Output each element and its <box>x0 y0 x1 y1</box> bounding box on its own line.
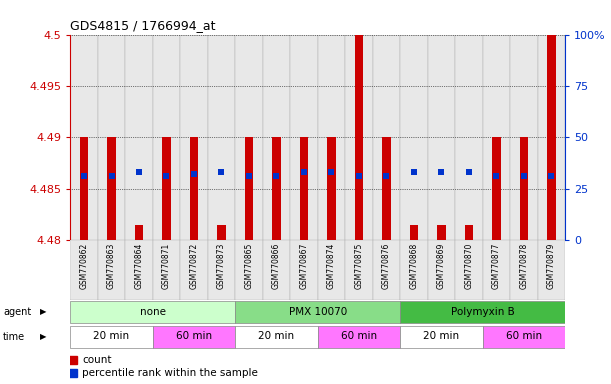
Text: Polymyxin B: Polymyxin B <box>451 306 514 316</box>
Bar <box>218 225 225 240</box>
Text: GSM770863: GSM770863 <box>107 243 116 290</box>
Bar <box>318 35 345 240</box>
Bar <box>208 240 235 300</box>
Text: GSM770876: GSM770876 <box>382 243 391 290</box>
Bar <box>180 240 208 300</box>
Text: 20 min: 20 min <box>258 331 295 341</box>
Bar <box>70 240 98 300</box>
Text: GSM770879: GSM770879 <box>547 243 556 290</box>
Bar <box>345 35 373 240</box>
Text: GSM770868: GSM770868 <box>409 243 419 289</box>
Bar <box>190 137 198 240</box>
Bar <box>492 137 500 240</box>
Text: percentile rank within the sample: percentile rank within the sample <box>82 368 258 379</box>
Bar <box>235 301 400 323</box>
Bar <box>153 240 180 300</box>
Text: GSM770866: GSM770866 <box>272 243 281 290</box>
Text: GSM770869: GSM770869 <box>437 243 446 290</box>
Bar <box>538 35 565 240</box>
Text: ▶: ▶ <box>40 308 46 316</box>
Bar <box>98 35 125 240</box>
Bar <box>70 35 98 240</box>
Text: agent: agent <box>3 307 31 317</box>
Bar <box>410 225 418 240</box>
Bar <box>300 137 308 240</box>
Bar <box>235 35 263 240</box>
Bar <box>98 240 125 300</box>
Bar <box>400 326 483 348</box>
Bar <box>382 137 390 240</box>
Bar <box>318 326 400 348</box>
Bar <box>163 137 170 240</box>
Bar <box>483 326 565 348</box>
Text: time: time <box>3 332 25 342</box>
Text: 20 min: 20 min <box>423 331 459 341</box>
Bar <box>483 240 510 300</box>
Bar <box>263 240 290 300</box>
Bar <box>290 240 318 300</box>
Bar <box>273 137 280 240</box>
Bar <box>538 240 565 300</box>
Text: GSM770870: GSM770870 <box>464 243 474 290</box>
Bar <box>520 137 528 240</box>
Bar <box>245 137 253 240</box>
Bar <box>70 326 153 348</box>
Bar <box>345 240 373 300</box>
Bar <box>153 326 235 348</box>
Text: count: count <box>82 355 112 365</box>
Bar <box>290 35 318 240</box>
Bar <box>355 35 363 240</box>
Bar <box>437 225 445 240</box>
Text: GSM770872: GSM770872 <box>189 243 199 289</box>
Text: GDS4815 / 1766994_at: GDS4815 / 1766994_at <box>70 19 216 32</box>
Bar <box>263 35 290 240</box>
Bar <box>327 137 335 240</box>
Text: GSM770875: GSM770875 <box>354 243 364 290</box>
Bar <box>373 240 400 300</box>
Text: GSM770873: GSM770873 <box>217 243 226 290</box>
Text: GSM770867: GSM770867 <box>299 243 309 290</box>
Text: 60 min: 60 min <box>341 331 377 341</box>
Bar <box>125 35 153 240</box>
Text: PMX 10070: PMX 10070 <box>288 306 347 316</box>
Bar <box>428 240 455 300</box>
Bar <box>510 240 538 300</box>
Bar <box>70 301 235 323</box>
Bar <box>483 35 510 240</box>
Bar <box>180 35 208 240</box>
Text: GSM770877: GSM770877 <box>492 243 501 290</box>
Bar <box>547 35 555 240</box>
Bar <box>455 35 483 240</box>
Text: GSM770878: GSM770878 <box>519 243 529 289</box>
Bar <box>400 35 428 240</box>
Bar <box>455 240 483 300</box>
Bar <box>235 326 318 348</box>
Bar <box>108 137 115 240</box>
Text: GSM770874: GSM770874 <box>327 243 336 290</box>
Bar <box>428 35 455 240</box>
Text: GSM770862: GSM770862 <box>79 243 89 289</box>
Bar <box>465 225 473 240</box>
Text: 60 min: 60 min <box>176 331 212 341</box>
Bar <box>135 225 143 240</box>
Text: none: none <box>140 306 166 316</box>
Bar <box>373 35 400 240</box>
Bar <box>400 240 428 300</box>
Bar <box>235 240 263 300</box>
Bar <box>318 240 345 300</box>
Text: ▶: ▶ <box>40 333 46 341</box>
Text: 60 min: 60 min <box>506 331 542 341</box>
Bar <box>125 240 153 300</box>
Bar <box>208 35 235 240</box>
Bar <box>80 137 88 240</box>
Text: GSM770865: GSM770865 <box>244 243 254 290</box>
Bar <box>400 301 565 323</box>
Bar <box>153 35 180 240</box>
Bar <box>510 35 538 240</box>
Text: 20 min: 20 min <box>93 331 130 341</box>
Text: GSM770871: GSM770871 <box>162 243 171 289</box>
Text: GSM770864: GSM770864 <box>134 243 144 290</box>
